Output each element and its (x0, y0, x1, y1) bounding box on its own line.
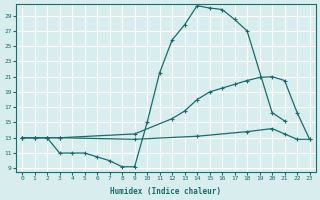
X-axis label: Humidex (Indice chaleur): Humidex (Indice chaleur) (110, 187, 221, 196)
